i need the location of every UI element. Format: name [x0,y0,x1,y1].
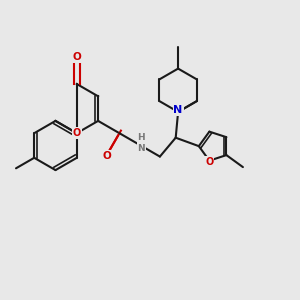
Text: N: N [173,105,183,116]
Text: O: O [205,157,214,167]
Text: O: O [73,128,81,138]
Text: O: O [72,52,81,62]
Text: H
N: H N [137,134,145,153]
Text: O: O [102,151,111,161]
